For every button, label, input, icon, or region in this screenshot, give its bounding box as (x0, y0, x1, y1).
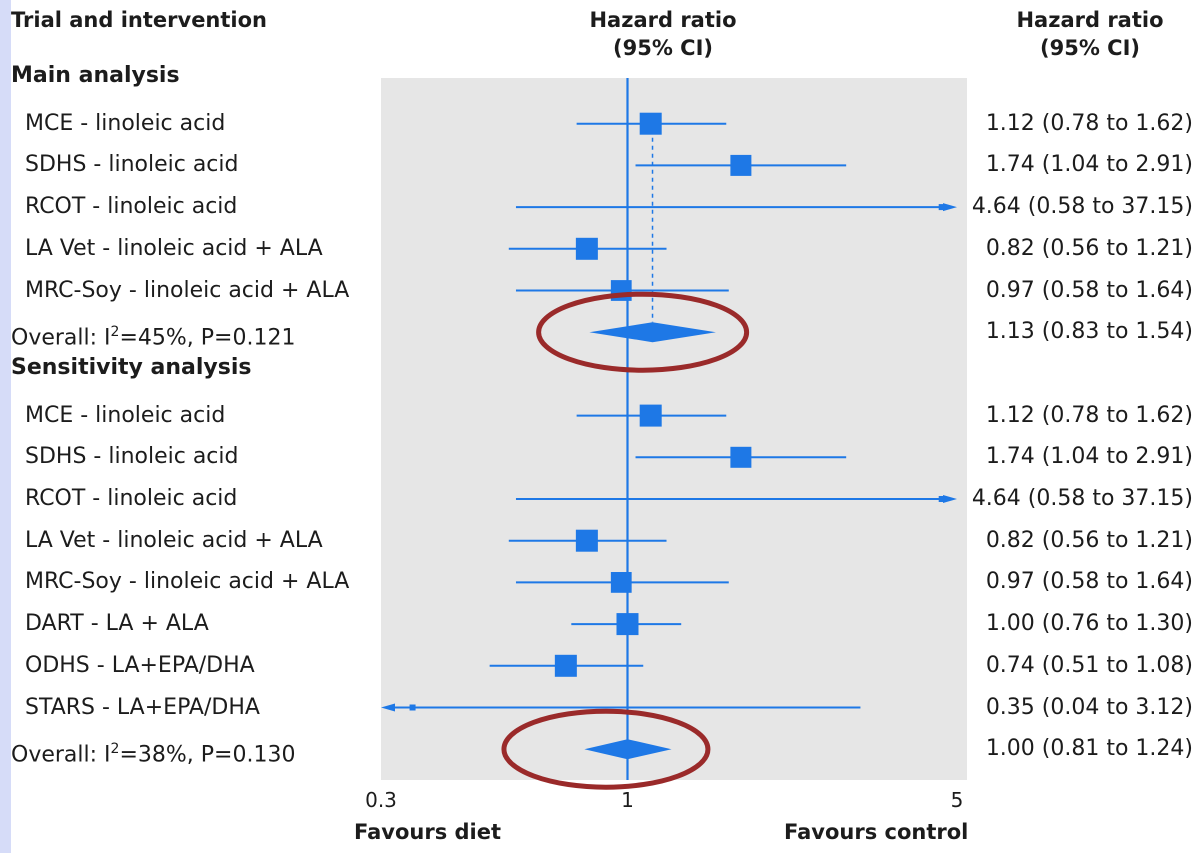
point-estimate-square (639, 112, 662, 135)
overall-label: Overall: I2=38%, P=0.130 (11, 736, 295, 768)
study-label: DART - LA + ALA (25, 611, 209, 637)
header-hazard-ratio-text-line2: (95% CI) (1040, 36, 1140, 60)
study-ci-text: 1.74 (1.04 to 2.91) (985, 444, 1193, 470)
point-estimate-square (554, 654, 577, 677)
point-estimate-square (639, 404, 662, 427)
highlight-ellipse (501, 708, 711, 790)
highlight-ellipse (536, 291, 750, 373)
point-estimate-square (938, 204, 945, 211)
study-label: MCE - linoleic acid (25, 402, 226, 428)
study-ci-text: 0.82 (0.56 to 1.21) (985, 527, 1193, 553)
header-hazard-ratio-text-line1: Hazard ratio (1016, 8, 1164, 32)
study-label: SDHS - linoleic acid (25, 444, 239, 470)
overall-ci-text: 1.13 (0.83 to 1.54) (985, 319, 1193, 345)
study-label: ODHS - LA+EPA/DHA (25, 652, 255, 678)
x-tick-label: 0.3 (365, 788, 397, 812)
plot-area (381, 78, 967, 780)
overall-label-prefix: Overall: I (11, 742, 111, 768)
study-label: MRC-Soy - linoleic acid + ALA (25, 569, 350, 595)
point-estimate-square (938, 496, 945, 502)
study-ci-text: 0.97 (0.58 to 1.64) (985, 569, 1193, 595)
point-estimate-square (616, 613, 639, 636)
study-ci-text: 0.74 (0.51 to 1.08) (985, 652, 1193, 678)
ci-arrow-left (381, 703, 395, 712)
point-estimate-square (730, 446, 752, 468)
study-label: LA Vet - linoleic acid + ALA (25, 527, 323, 553)
overall-label-suffix: =38%, P=0.130 (119, 742, 296, 768)
study-label: STARS - LA+EPA/DHA (25, 694, 260, 720)
study-ci-text: 0.82 (0.56 to 1.21) (985, 235, 1193, 261)
study-ci-text: 4.64 (0.58 to 37.15) (971, 194, 1193, 220)
overall-label: Overall: I2=45%, P=0.121 (11, 319, 295, 351)
study-label: MRC-Soy - linoleic acid + ALA (25, 277, 350, 303)
overall-label-superscript: 2 (110, 324, 120, 341)
study-ci-text: 1.74 (1.04 to 2.91) (985, 152, 1193, 178)
study-label: RCOT - linoleic acid (25, 486, 238, 511)
forest-plot-svg (381, 78, 957, 790)
study-ci-text: 1.12 (0.78 to 1.62) (985, 402, 1193, 428)
study-label: MCE - linoleic acid (25, 110, 226, 136)
point-estimate-square (409, 704, 416, 711)
ci-arrow-right (943, 203, 957, 212)
header-hazard-ratio-plot-line1: Hazard ratio (589, 8, 737, 32)
study-ci-text: 4.64 (0.58 to 37.15) (971, 486, 1193, 511)
overall-label-prefix: Overall: I (11, 325, 111, 351)
point-estimate-square (730, 154, 752, 176)
x-tick-label: 5 (950, 788, 964, 812)
header-hazard-ratio-text: Hazard ratio (95% CI) (1003, 6, 1177, 62)
study-ci-text: 0.97 (0.58 to 1.64) (985, 277, 1193, 303)
overall-label-superscript: 2 (110, 741, 120, 758)
favours-control-label: Favours control (784, 820, 969, 844)
study-ci-text: 1.12 (0.78 to 1.62) (985, 110, 1193, 136)
header-hazard-ratio-plot: Hazard ratio (95% CI) (563, 6, 763, 62)
point-estimate-square (575, 237, 598, 260)
section-title-0: Main analysis (11, 63, 180, 88)
header-trial: Trial and intervention (11, 8, 267, 32)
study-ci-text: 1.00 (0.76 to 1.30) (985, 611, 1193, 637)
pooled-diamond (584, 739, 672, 760)
favours-diet-label: Favours diet (354, 820, 502, 844)
pooled-diamond (589, 322, 716, 343)
ci-arrow-right (943, 495, 957, 503)
x-tick-label: 1 (621, 788, 634, 812)
point-estimate-square (610, 572, 632, 593)
header-hazard-ratio-plot-line2: (95% CI) (613, 36, 713, 60)
study-label: SDHS - linoleic acid (25, 152, 239, 178)
forest-plot-panel: Trial and intervention Hazard ratio (95%… (11, 0, 1203, 853)
section-title-1: Sensitivity analysis (11, 354, 252, 380)
overall-label-suffix: =45%, P=0.121 (119, 325, 296, 351)
overall-ci-text: 1.00 (0.81 to 1.24) (985, 736, 1193, 762)
study-label: RCOT - linoleic acid (25, 194, 238, 220)
study-ci-text: 0.35 (0.04 to 3.12) (985, 694, 1193, 720)
point-estimate-square (575, 529, 598, 552)
study-label: LA Vet - linoleic acid + ALA (25, 235, 323, 261)
